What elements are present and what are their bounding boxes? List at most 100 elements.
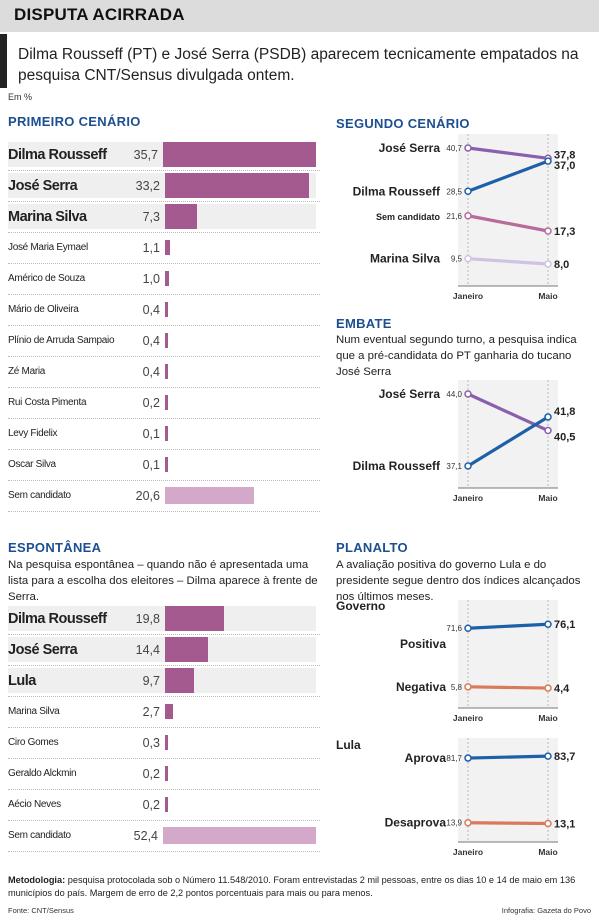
plan-point-desaprova (544, 819, 552, 828)
emb-label-end: 41,8 (554, 406, 575, 418)
p1-bar-rui-costa-pimenta (165, 395, 168, 410)
seg-x-tick: Janeiro (453, 291, 483, 301)
p1-name-rui-costa-pimenta: Rui Costa Pimenta (8, 397, 87, 408)
esp-bar-lula (165, 668, 194, 693)
plan-series-desaprova: Desaprova (385, 816, 447, 830)
seg-point-jose-serra (464, 144, 472, 152)
embate-desc: Num eventual segundo turno, a pesquisa i… (336, 334, 577, 378)
row-separator (8, 387, 320, 388)
p1-value-ze-maria: 0,4 (142, 364, 160, 379)
p1-row-rui-costa-pimenta: Rui Costa Pimenta 0,2 (8, 390, 316, 415)
row-separator (8, 356, 320, 357)
p1-row-levy-fidelix: Levy Fidelix 0,1 (8, 421, 316, 446)
esp-row-ciro-gomes: Ciro Gomes 0,3 (8, 730, 316, 755)
emb-point-jose-serra (544, 426, 552, 435)
emb-point-jose-serra (464, 390, 472, 398)
p1-value-levy-fidelix: 0,1 (142, 426, 160, 441)
p1-value-sem-candidato: 20,6 (135, 488, 160, 503)
seg-label-end: 8,0 (554, 259, 569, 271)
row-separator (8, 758, 320, 759)
espontanea-title: ESPONTÂNEA (8, 540, 102, 555)
row-separator (8, 294, 320, 295)
planalto-chart: Janeiro Maio Governo 71,6 76,1 Positiva 5,8 4,4… (336, 599, 575, 857)
esp-row-aecio-neves: Aécio Neves 0,2 (8, 792, 316, 817)
esp-bar-sem-candidato (163, 826, 316, 845)
methodology-text: pesquisa protocolada sob o Número 11.548… (8, 875, 576, 898)
source-credit: Fonte: CNT/Sensus (8, 906, 74, 915)
primeiro-title: PRIMEIRO CENÁRIO (8, 114, 141, 129)
p1-row-plinio-de-arruda-sampaio: Plínio de Arruda Sampaio 0,4 (8, 328, 316, 353)
p1-name-levy-fidelix: Levy Fidelix (8, 428, 58, 439)
p1-value-americo-de-souza: 1,0 (142, 271, 160, 286)
esp-row-jose-serra: José Serra 14,4 (8, 637, 316, 662)
p1-name-jose-maria-eymael: José Maria Eymael (8, 242, 88, 253)
esp-bar-geraldo-alckmin (165, 766, 168, 781)
esp-row-geraldo-alckmin: Geraldo Alckmin 0,2 (8, 761, 316, 786)
plan-group-lula: Lula (336, 738, 361, 752)
row-separator (8, 851, 320, 852)
emb-label-start: 37,1 (446, 462, 462, 471)
esp-value-marina-silva: 2,7 (142, 704, 160, 719)
p1-bar-ze-maria (165, 364, 168, 379)
seg-point-dilma-rousseff (544, 157, 552, 165)
seg-point-marina-silva (544, 260, 552, 268)
esp-row-dilma-rousseff: Dilma Rousseff 19,8 (8, 606, 316, 631)
planalto-title: PLANALTO (336, 540, 408, 555)
row-separator (8, 789, 320, 790)
row-separator (8, 820, 320, 821)
esp-row-sem-candidato: Sem candidato 52,4 (8, 823, 316, 848)
esp-name-dilma-rousseff: Dilma Rousseff (8, 610, 107, 627)
esp-name-marina-silva: Marina Silva (8, 706, 60, 717)
p1-name-oscar-silva: Oscar Silva (8, 459, 56, 470)
row-separator (8, 727, 320, 728)
p1-value-dilma-rousseff: 35,7 (133, 147, 159, 162)
p1-bar-marina-silva (165, 204, 197, 229)
seg-series-dilma-rousseff: Dilma Rousseff (353, 184, 441, 198)
planalto-desc: A avaliação positiva do governo Lula e d… (336, 559, 581, 603)
esp-row-lula: Lula 9,7 (8, 668, 316, 693)
p1-row-marina-silva: Marina Silva 7,3 (8, 204, 316, 229)
esp-bar-aecio-neves (165, 797, 168, 812)
seg-point-dilma-rousseff (464, 187, 472, 196)
embate-chart: Janeiro Maio 44,0 40,5 José Serra 37,1 41,8 Dil… (353, 380, 575, 503)
seg-point-sem-candidato (544, 227, 552, 235)
esp-value-ciro-gomes: 0,3 (142, 735, 160, 750)
emb-x-tick: Maio (538, 493, 557, 503)
seg-line-jose-serra (466, 146, 550, 160)
plan-point-positiva (464, 624, 472, 632)
p1-value-marina-silva: 7,3 (142, 209, 160, 224)
subtitle: Dilma Rousseff (PT) e José Serra (PSDB) … (18, 46, 579, 84)
emb-series-jose-serra: José Serra (379, 387, 441, 401)
plan-series-negativa: Negativa (396, 680, 446, 694)
p1-bar-mario-de-oliveira (165, 302, 168, 317)
plan-group-governo: Governo (336, 599, 385, 613)
esp-name-aecio-neves: Aécio Neves (8, 799, 61, 810)
plan-label-end: 4,4 (554, 683, 570, 695)
p1-value-rui-costa-pimenta: 0,2 (142, 395, 160, 410)
row-separator (8, 665, 320, 666)
plan-x-tick: Maio (538, 713, 557, 723)
seg-label-end: 17,3 (554, 226, 575, 238)
p1-name-marina-silva: Marina Silva (8, 208, 87, 225)
esp-value-dilma-rousseff: 19,8 (135, 611, 160, 626)
row-separator (8, 170, 320, 171)
esp-value-sem-candidato: 52,4 (133, 828, 159, 843)
plan-line-aprova (466, 754, 550, 760)
seg-label-start: 21,6 (446, 212, 462, 221)
row-separator (8, 232, 320, 233)
p1-row-jose-serra: José Serra 33,2 (8, 173, 316, 198)
p1-row-americo-de-souza: Américo de Souza 1,0 (8, 266, 316, 291)
esp-name-sem-candidato: Sem candidato (8, 830, 71, 841)
plan-x-tick: Maio (538, 847, 557, 857)
plan-plot-bg (458, 738, 558, 842)
emb-series-dilma-rousseff: Dilma Rousseff (353, 459, 441, 473)
p1-row-sem-candidato: Sem candidato 20,6 (8, 483, 316, 508)
p1-row-mario-de-oliveira: Mário de Oliveira 0,4 (8, 297, 316, 322)
seg-label-start: 9,5 (451, 255, 463, 264)
plan-series-positiva: Positiva (400, 637, 446, 651)
p1-name-plinio-de-arruda-sampaio: Plínio de Arruda Sampaio (8, 335, 115, 346)
row-separator (8, 449, 320, 450)
p1-name-sem-candidato: Sem candidato (8, 490, 71, 501)
plan-x-tick: Janeiro (453, 847, 483, 857)
seg-line-sem-candidato (466, 214, 550, 233)
